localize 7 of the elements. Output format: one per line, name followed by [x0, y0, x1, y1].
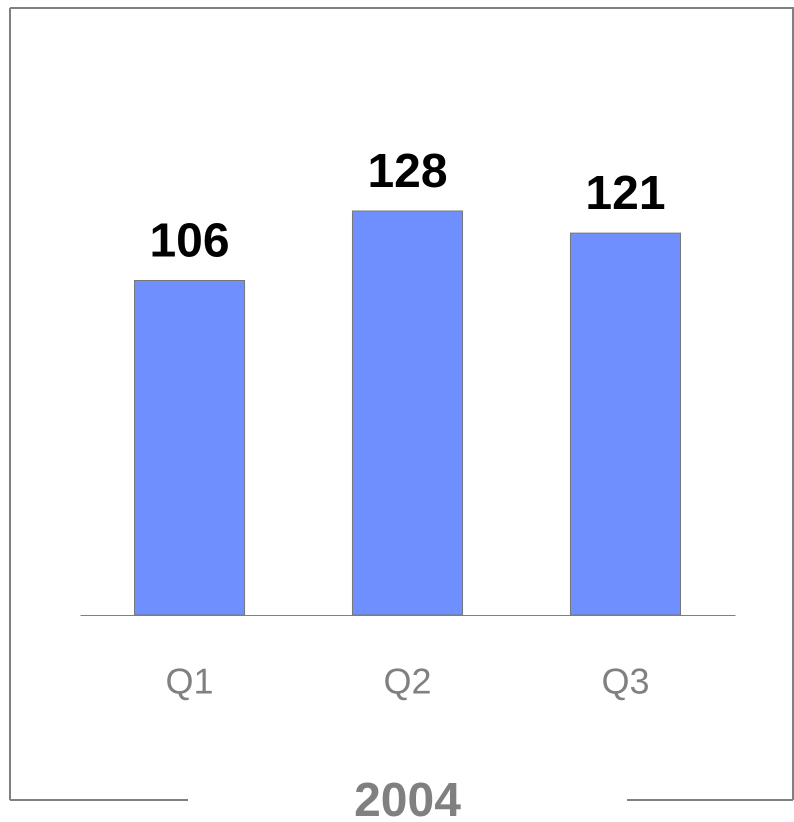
data-label: 128	[367, 145, 448, 198]
text: 2004	[354, 774, 462, 822]
data-label: 121	[585, 167, 666, 220]
data-label: 106	[149, 214, 230, 268]
x-tick-label: Q3	[601, 660, 650, 702]
x-tick-label: Q2	[383, 660, 432, 702]
x-tick-label: Q1	[166, 660, 214, 702]
